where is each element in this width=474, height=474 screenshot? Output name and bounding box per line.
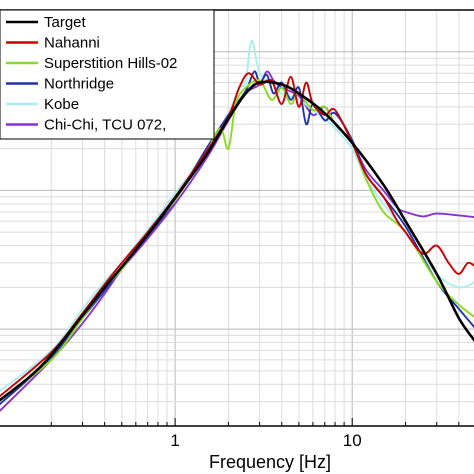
series-line-nahanni <box>0 72 474 398</box>
legend: Target Nahanni Superstition Hills-02 Northr… <box>0 9 215 140</box>
x-tick-label: 1 <box>170 431 179 450</box>
x-axis-title: Frequency [Hz] <box>209 452 331 472</box>
legend-label: Target <box>44 14 87 31</box>
legend-label: Superstition Hills-02 <box>44 55 177 72</box>
x-tick-label: 10 <box>343 431 362 450</box>
legend-box <box>0 9 215 140</box>
series-layer <box>0 39 474 412</box>
series-line-target <box>0 80 474 402</box>
plot-frame <box>0 9 474 427</box>
legend-label: Kobe <box>44 96 79 113</box>
legend-label: Nahanni <box>44 35 100 52</box>
legend-label: Chi-Chi, TCU 072, <box>44 117 166 134</box>
legend-label: Northridge <box>44 76 114 93</box>
x-ticks: 1 10 <box>50 418 460 450</box>
